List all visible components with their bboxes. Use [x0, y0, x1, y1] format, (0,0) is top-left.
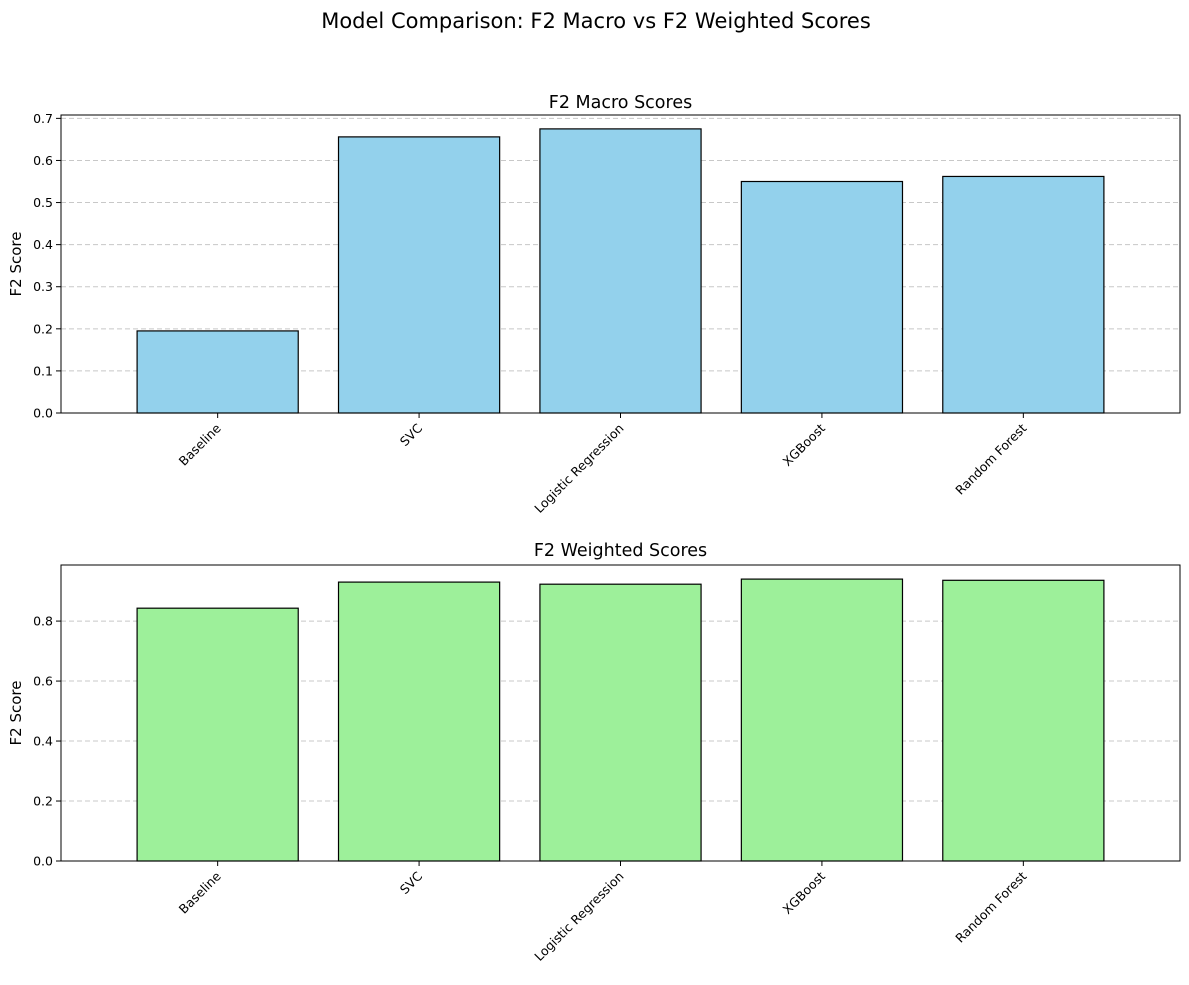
- y-axis-label: F2 Score: [7, 232, 25, 297]
- y-tick-label: 0.5: [33, 195, 53, 210]
- y-tick-label: 0.6: [33, 674, 53, 689]
- y-tick-label: 0.0: [33, 406, 53, 421]
- x-tick-label: Logistic Regression: [531, 869, 626, 964]
- x-tick-label: Baseline: [176, 868, 224, 916]
- y-tick-label: 0.1: [33, 363, 53, 378]
- bar-baseline: [136, 607, 299, 862]
- y-tick-label: 0.4: [33, 237, 53, 252]
- y-tick-label: 0.6: [33, 153, 53, 168]
- bar-xgboost: [740, 180, 904, 414]
- x-tick-label: Baseline: [176, 420, 224, 468]
- axes-frame: [60, 564, 1181, 862]
- y-tick-label: 0.0: [33, 854, 53, 869]
- bar-svc: [337, 581, 501, 862]
- y-axis-label: F2 Score: [7, 681, 25, 746]
- bar-baseline: [136, 330, 299, 414]
- subplot-title: F2 Weighted Scores: [534, 541, 707, 561]
- axes-frame: [60, 114, 1181, 414]
- bar-logistic-regression: [539, 583, 702, 862]
- x-tick-label: Random Forest: [952, 868, 1029, 945]
- bar-random-forest: [942, 579, 1105, 862]
- y-tick-label: 0.2: [33, 794, 53, 809]
- y-tick-label: 0.8: [33, 614, 53, 629]
- x-tick-label: XGBoost: [780, 868, 829, 917]
- macro-scores-panel: F2 Macro Scores Baseline SVC Logistic Regre…: [7, 93, 1181, 516]
- bar-logistic-regression: [539, 128, 702, 414]
- x-tick-label: SVC: [397, 420, 426, 449]
- x-tick-label: XGBoost: [780, 420, 829, 469]
- x-tick-label: SVC: [397, 868, 426, 897]
- y-tick-label: 0.3: [33, 279, 53, 294]
- y-tick-label: 0.7: [33, 111, 53, 126]
- x-tick-label: Logistic Regression: [531, 421, 626, 516]
- y-tick-label: 0.4: [33, 734, 53, 749]
- subplot-title: F2 Macro Scores: [549, 93, 692, 113]
- weighted-scores-panel: F2 Weighted Scores Baseline SVC Logistic Re…: [7, 541, 1181, 964]
- x-tick-label: Random Forest: [952, 420, 1029, 497]
- figure-title: Model Comparison: F2 Macro vs F2 Weighte…: [321, 9, 871, 33]
- bar-svc: [337, 136, 501, 414]
- bar-xgboost: [740, 578, 904, 862]
- bar-random-forest: [942, 175, 1105, 414]
- y-tick-label: 0.2: [33, 321, 53, 336]
